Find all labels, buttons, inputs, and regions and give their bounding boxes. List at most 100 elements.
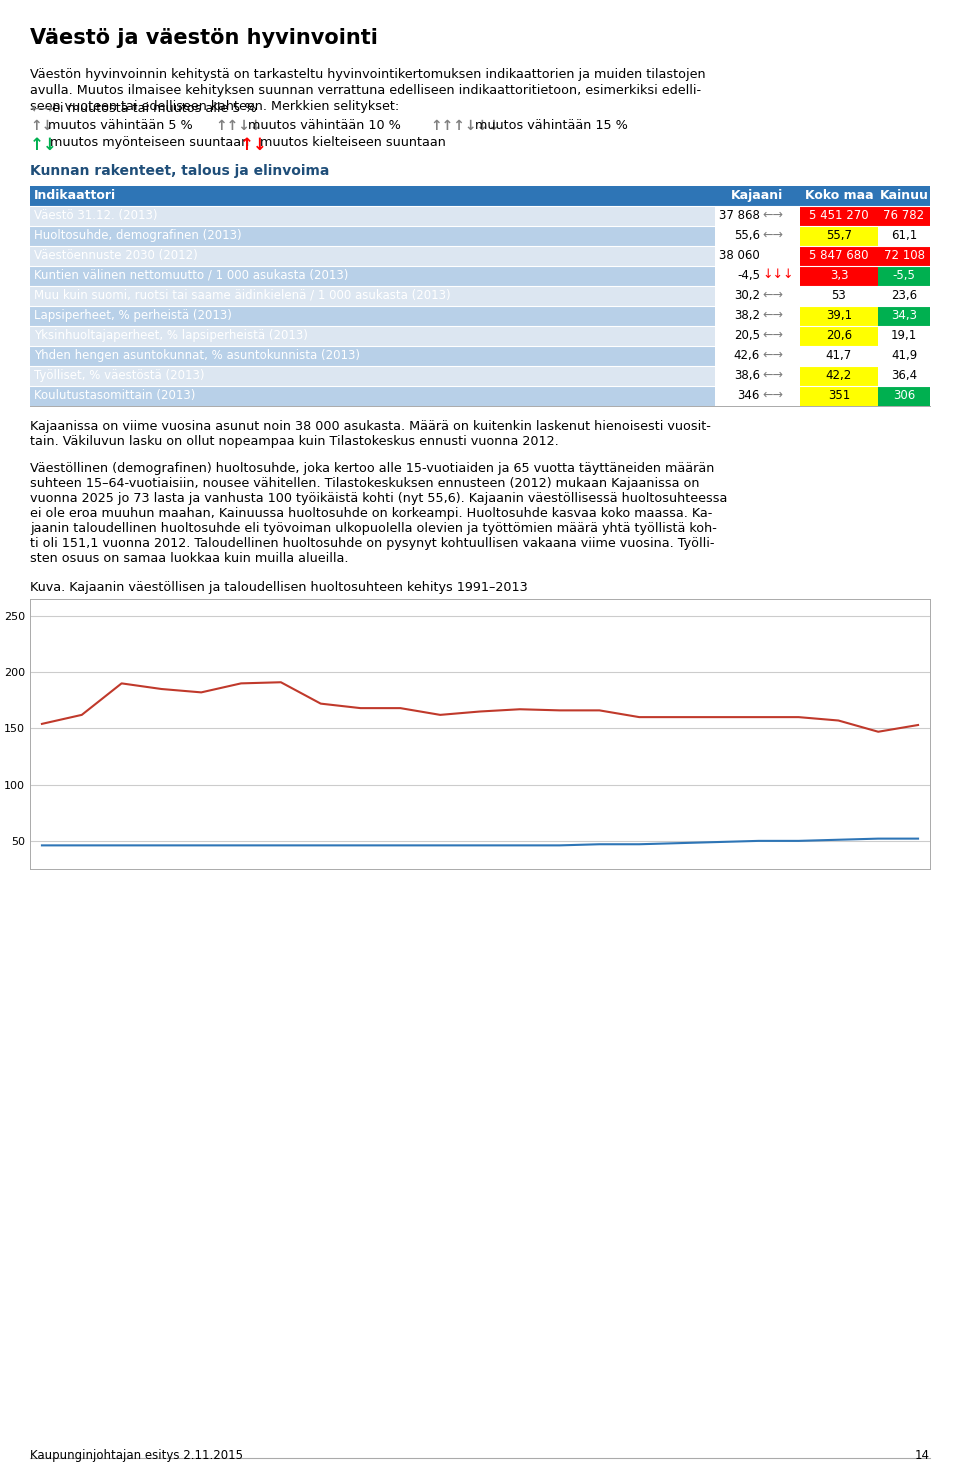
Bar bbox=[800, 326, 878, 347]
Bar bbox=[878, 347, 930, 366]
Text: 20,5: 20,5 bbox=[734, 329, 760, 342]
Text: 39,1: 39,1 bbox=[826, 308, 852, 322]
Text: 61,1: 61,1 bbox=[891, 229, 917, 242]
Text: Kuntien välinen nettomuutto / 1 000 asukasta (2013): Kuntien välinen nettomuutto / 1 000 asuk… bbox=[34, 268, 348, 282]
Text: ←→: ←→ bbox=[762, 389, 783, 403]
Text: ←→: ←→ bbox=[762, 329, 783, 342]
Text: 34,3: 34,3 bbox=[891, 308, 917, 322]
Text: 306: 306 bbox=[893, 389, 915, 403]
Text: Kunnan rakenteet, talous ja elinvoima: Kunnan rakenteet, talous ja elinvoima bbox=[30, 164, 329, 178]
Text: suhteen 15–64-vuotiaisiin, nousee vähitellen. Tilastokeskuksen ennusteen (2012) : suhteen 15–64-vuotiaisiin, nousee vähite… bbox=[30, 476, 700, 490]
Bar bbox=[878, 326, 930, 347]
Text: Väestöennuste 2030 (2012): Väestöennuste 2030 (2012) bbox=[34, 249, 198, 263]
Text: ←→: ←→ bbox=[762, 289, 783, 302]
Bar bbox=[30, 246, 715, 266]
Text: muutos vähintään 15 %: muutos vähintään 15 % bbox=[475, 119, 628, 131]
Text: avulla. Muutos ilmaisee kehityksen suunnan verrattuna edelliseen indikaattoritie: avulla. Muutos ilmaisee kehityksen suunn… bbox=[30, 84, 701, 97]
Text: 3,3: 3,3 bbox=[829, 268, 849, 282]
Text: Väestön hyvinvoinnin kehitystä on tarkasteltu hyvinvointikertomuksen indikaattor: Väestön hyvinvoinnin kehitystä on tarkas… bbox=[30, 68, 706, 81]
Text: ←→: ←→ bbox=[762, 229, 783, 242]
Text: seen vuoteen tai edelliseen kahteen. Merkkien selitykset:: seen vuoteen tai edelliseen kahteen. Mer… bbox=[30, 100, 399, 114]
Bar bbox=[878, 386, 930, 406]
Text: 55,6: 55,6 bbox=[734, 229, 760, 242]
Bar bbox=[30, 286, 715, 305]
Text: 19,1: 19,1 bbox=[891, 329, 917, 342]
Bar bbox=[878, 266, 930, 286]
Text: 38 060: 38 060 bbox=[719, 249, 760, 263]
Text: 38,6: 38,6 bbox=[734, 369, 760, 382]
Text: 76 782: 76 782 bbox=[883, 209, 924, 223]
Text: 72 108: 72 108 bbox=[883, 249, 924, 263]
Bar bbox=[30, 326, 715, 347]
Bar bbox=[800, 347, 878, 366]
Bar bbox=[800, 226, 878, 246]
Text: tain. Väkiluvun lasku on ollut nopeampaa kuin Tilastokeskus ennusti vuonna 2012.: tain. Väkiluvun lasku on ollut nopeampaa… bbox=[30, 435, 559, 448]
Text: Koko maa: Koko maa bbox=[804, 189, 874, 202]
Text: ←→: ←→ bbox=[762, 308, 783, 322]
Bar bbox=[30, 386, 715, 406]
Bar bbox=[715, 207, 800, 226]
Text: Kuva. Kajaanin väestöllisen ja taloudellisen huoltosuhteen kehitys 1991–2013: Kuva. Kajaanin väestöllisen ja taloudell… bbox=[30, 581, 528, 594]
Text: muutos myönteiseen suuntaan: muutos myönteiseen suuntaan bbox=[50, 136, 250, 149]
Bar bbox=[800, 305, 878, 326]
Bar bbox=[30, 305, 715, 326]
Text: 37 868: 37 868 bbox=[719, 209, 760, 223]
Bar bbox=[30, 226, 715, 246]
Text: 41,9: 41,9 bbox=[891, 350, 917, 361]
Text: Lapsiperheet, % perheistä (2013): Lapsiperheet, % perheistä (2013) bbox=[34, 308, 232, 322]
Bar bbox=[715, 305, 800, 326]
Text: 346: 346 bbox=[737, 389, 760, 403]
Text: 53: 53 bbox=[831, 289, 847, 302]
Bar bbox=[800, 286, 878, 305]
Text: Väestöllinen (demografinen) huoltosuhde, joka kertoo alle 15-vuotiaiden ja 65 vu: Väestöllinen (demografinen) huoltosuhde,… bbox=[30, 462, 714, 475]
Text: Kajaanissa on viime vuosina asunut noin 38 000 asukasta. Määrä on kuitenkin lask: Kajaanissa on viime vuosina asunut noin … bbox=[30, 420, 710, 434]
Text: Yhden hengen asuntokunnat, % asuntokunnista (2013): Yhden hengen asuntokunnat, % asuntokunni… bbox=[34, 350, 360, 361]
Text: Indikaattori: Indikaattori bbox=[34, 189, 116, 202]
Text: Väestö ja väestön hyvinvointi: Väestö ja väestön hyvinvointi bbox=[30, 28, 378, 49]
Bar bbox=[715, 386, 800, 406]
Bar bbox=[715, 366, 800, 386]
Bar bbox=[878, 366, 930, 386]
Text: ←→: ←→ bbox=[762, 209, 783, 223]
Text: 36,4: 36,4 bbox=[891, 369, 917, 382]
Text: Kaupunginjohtajan esitys 2.11.2015: Kaupunginjohtajan esitys 2.11.2015 bbox=[30, 1448, 243, 1462]
Bar bbox=[878, 286, 930, 305]
Text: -4,5: -4,5 bbox=[737, 268, 760, 282]
Text: muutos vähintään 5 %: muutos vähintään 5 % bbox=[48, 119, 193, 131]
Bar bbox=[800, 246, 878, 266]
Text: 55,7: 55,7 bbox=[826, 229, 852, 242]
Text: Työlliset, % väestöstä (2013): Työlliset, % väestöstä (2013) bbox=[34, 369, 204, 382]
Text: ←→: ←→ bbox=[30, 102, 53, 117]
Text: 5 847 680: 5 847 680 bbox=[809, 249, 869, 263]
Text: ↑↓: ↑↓ bbox=[30, 136, 58, 153]
Text: jaanin taloudellinen huoltosuhde eli työvoiman ulkopuolella olevien ja työttömie: jaanin taloudellinen huoltosuhde eli työ… bbox=[30, 522, 717, 535]
Bar bbox=[878, 246, 930, 266]
Bar bbox=[715, 347, 800, 366]
Text: -5,5: -5,5 bbox=[893, 268, 916, 282]
Text: Muu kuin suomi, ruotsi tai saame äidinkielenä / 1 000 asukasta (2013): Muu kuin suomi, ruotsi tai saame äidinki… bbox=[34, 289, 450, 302]
Text: 42,2: 42,2 bbox=[826, 369, 852, 382]
Text: ei muutosta tai muutos alle 5 %: ei muutosta tai muutos alle 5 % bbox=[52, 102, 256, 115]
Text: muutos kielteiseen suuntaan: muutos kielteiseen suuntaan bbox=[260, 136, 445, 149]
Text: 38,2: 38,2 bbox=[734, 308, 760, 322]
Text: Kainuu: Kainuu bbox=[879, 189, 928, 202]
Text: Huoltosuhde, demografinen (2013): Huoltosuhde, demografinen (2013) bbox=[34, 229, 242, 242]
Text: sten osuus on samaa luokkaa kuin muilla alueilla.: sten osuus on samaa luokkaa kuin muilla … bbox=[30, 552, 348, 565]
Bar bbox=[30, 186, 930, 206]
Text: ↑↓: ↑↓ bbox=[240, 136, 268, 153]
Text: 5 451 270: 5 451 270 bbox=[809, 209, 869, 223]
Bar bbox=[30, 207, 715, 226]
Text: Väestö 31.12. (2013): Väestö 31.12. (2013) bbox=[34, 209, 157, 223]
Text: 20,6: 20,6 bbox=[826, 329, 852, 342]
Text: ei ole eroa muuhun maahan, Kainuussa huoltosuhde on korkeampi. Huoltosuhde kasva: ei ole eroa muuhun maahan, Kainuussa huo… bbox=[30, 507, 712, 521]
Text: 30,2: 30,2 bbox=[734, 289, 760, 302]
Text: muutos vähintään 10 %: muutos vähintään 10 % bbox=[248, 119, 401, 131]
Text: ←→: ←→ bbox=[762, 350, 783, 361]
Bar bbox=[800, 366, 878, 386]
Text: ←→: ←→ bbox=[762, 369, 783, 382]
Text: Koulutustasomittain (2013): Koulutustasomittain (2013) bbox=[34, 389, 196, 403]
Text: ↑↓: ↑↓ bbox=[30, 119, 53, 133]
Bar bbox=[715, 266, 800, 286]
Text: ↑↑↑↓↓↓: ↑↑↑↓↓↓ bbox=[430, 119, 500, 133]
Bar bbox=[30, 347, 715, 366]
